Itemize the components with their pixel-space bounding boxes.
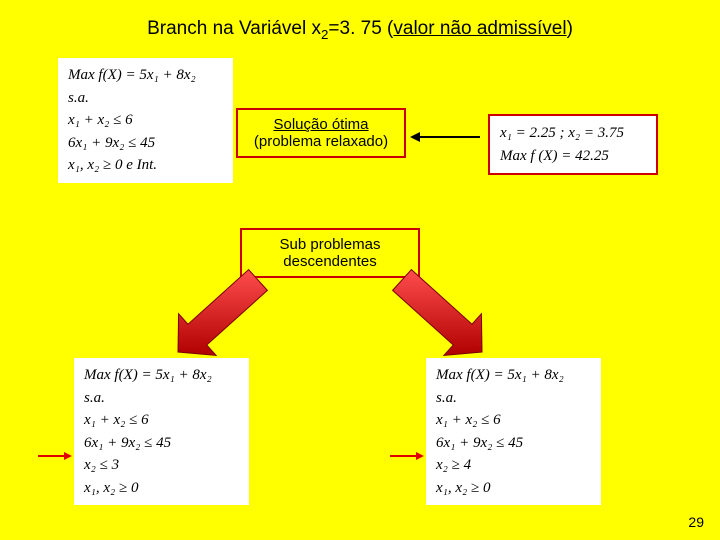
title-mid: =3. 75 ( xyxy=(328,18,393,39)
math-line: s.a. xyxy=(68,87,223,110)
problem-right-box: Max f(X) = 5x₁ + 8x₂s.a.x₁ + x₂ ≤ 66x₁ +… xyxy=(426,358,601,505)
arrow-to-solution-label xyxy=(418,136,480,138)
math-line: x₁ + x₂ ≤ 6 xyxy=(68,109,223,132)
math-line: x₂ ≤ 3 xyxy=(84,454,239,477)
label-sub-line1: Sub problemas xyxy=(252,236,408,253)
math-line: Max f(X) = 5x₁ + 8x₂ xyxy=(68,64,223,87)
math-line: 6x₁ + 9x₂ ≤ 45 xyxy=(436,432,591,455)
math-line: x₁, x₂ ≥ 0 xyxy=(436,477,591,500)
math-line: x₂ ≥ 4 xyxy=(436,454,591,477)
math-line: s.a. xyxy=(436,387,591,410)
math-line: x₁ + x₂ ≤ 6 xyxy=(436,409,591,432)
label-optimal-solution: Solução ótima (problema relaxado) xyxy=(236,108,406,158)
math-line: Max f(X) = 5x₁ + 8x₂ xyxy=(84,364,239,387)
label-subproblems: Sub problemas descendentes xyxy=(240,228,420,278)
title-suffix: ) xyxy=(567,18,573,39)
page-number: 29 xyxy=(688,514,704,530)
solution-line: Max f (X) = 42.25 xyxy=(500,145,646,168)
problem-main-box: Max f(X) = 5x₁ + 8x₂s.a.x₁ + x₂ ≤ 66x₁ +… xyxy=(58,58,233,183)
solution-line: x₁ = 2.25 ; x₂ = 3.75 xyxy=(500,122,646,145)
math-line: 6x₁ + 9x₂ ≤ 45 xyxy=(68,132,223,155)
label-line1: Solução ótima xyxy=(248,116,394,133)
solution-values-box: x₁ = 2.25 ; x₂ = 3.75Max f (X) = 42.25 xyxy=(488,114,658,175)
math-line: Max f(X) = 5x₁ + 8x₂ xyxy=(436,364,591,387)
math-line: x₁, x₂ ≥ 0 xyxy=(84,477,239,500)
highlight-arrow-left xyxy=(38,455,66,457)
title-prefix: Branch na Variável x xyxy=(147,18,321,39)
math-line: x₁ + x₂ ≤ 6 xyxy=(84,409,239,432)
title-underlined: valor não admissível xyxy=(393,18,566,39)
math-line: x₁, x₂ ≥ 0 e Int. xyxy=(68,154,223,177)
highlight-arrow-right xyxy=(390,455,418,457)
math-line: 6x₁ + 9x₂ ≤ 45 xyxy=(84,432,239,455)
problem-left-box: Max f(X) = 5x₁ + 8x₂s.a.x₁ + x₂ ≤ 66x₁ +… xyxy=(74,358,249,505)
label-sub-line2: descendentes xyxy=(252,253,408,270)
page-title: Branch na Variável x2=3. 75 (valor não a… xyxy=(0,18,720,42)
math-line: s.a. xyxy=(84,387,239,410)
label-line2: (problema relaxado) xyxy=(248,133,394,150)
